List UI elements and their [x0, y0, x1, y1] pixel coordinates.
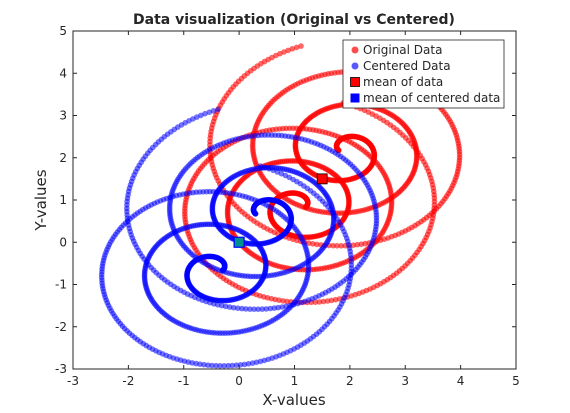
centered-data-point [247, 306, 253, 312]
centered-data-point [205, 362, 211, 369]
centered-data-point [202, 110, 208, 117]
centered-data-point [210, 108, 217, 114]
legend-mean-label: mean of data [363, 75, 443, 89]
x-tick-label: 3 [401, 374, 409, 388]
mean-of-data-marker [316, 173, 328, 185]
centered-data-point [239, 305, 245, 312]
centered-data-point [217, 363, 223, 369]
original-data-point [298, 43, 304, 49]
x-tick-label: 0 [235, 374, 243, 388]
original-data-point [350, 242, 357, 248]
mean-markers [233, 173, 328, 248]
x-tick-label: -3 [67, 374, 79, 388]
centered-data-point [255, 306, 261, 313]
legend-box [342, 39, 505, 109]
centered-data-point [225, 362, 232, 369]
centered-data-point [209, 362, 215, 369]
centered-data-series [98, 106, 380, 369]
centered-data-point [233, 362, 240, 369]
y-tick-label: 5 [59, 24, 67, 38]
x-tick-label: 1 [291, 374, 299, 388]
y-tick-label: 3 [59, 109, 67, 123]
original-data-point [320, 298, 327, 305]
centered-data-point [235, 305, 241, 312]
centered-data-point [263, 306, 270, 312]
legend-centered-mean-marker [350, 93, 360, 103]
y-tick-label: 2 [59, 151, 67, 165]
legend-centered-mean-label: mean of centered data [363, 91, 500, 105]
x-axis-label: X-values [262, 391, 326, 409]
x-tick-label: -2 [122, 374, 134, 388]
original-data-point [338, 243, 345, 249]
centered-data-point [251, 306, 257, 313]
legend-centered-label: Centered Data [363, 59, 451, 73]
x-tick-label: -1 [178, 374, 190, 388]
centered-data-point [229, 362, 236, 369]
x-tick-label: 4 [457, 374, 465, 388]
x-tick-label: 5 [512, 374, 520, 388]
y-tick-label: 4 [59, 66, 67, 80]
legend-centered-marker [351, 62, 359, 70]
centered-data-point [243, 306, 249, 312]
original-data-point [285, 47, 291, 54]
y-tick-label: -1 [55, 278, 67, 292]
original-data-point [330, 242, 336, 249]
y-axis-label: Y-values [32, 169, 50, 231]
centered-data-point [267, 305, 274, 312]
y-tick-label: 0 [59, 235, 67, 249]
centered-data-point [221, 363, 227, 369]
centered-data-point [215, 106, 221, 113]
x-tick-label: 2 [346, 374, 354, 388]
centered-data-point [213, 362, 219, 369]
y-tick-label: -2 [55, 320, 67, 334]
original-data-point [293, 44, 300, 51]
original-data-point [334, 243, 340, 249]
legend: Original Data Centered Data mean of data… [342, 39, 505, 109]
mean-of-centered-data-marker [233, 236, 245, 248]
x-axis: -3 -2 -1 0 1 2 3 4 5 [67, 31, 520, 388]
y-tick-label: 1 [59, 193, 67, 207]
original-data-point [289, 46, 296, 52]
legend-original-label: Original Data [363, 43, 442, 57]
y-axis: -3 -2 -1 0 1 2 3 4 5 [55, 24, 516, 376]
chart-title: Data visualization (Original vs Centered… [133, 12, 455, 28]
y-tick-label: -3 [55, 362, 67, 376]
centered-data-point [259, 306, 266, 312]
legend-original-marker [351, 46, 359, 54]
legend-mean-marker [350, 77, 360, 87]
